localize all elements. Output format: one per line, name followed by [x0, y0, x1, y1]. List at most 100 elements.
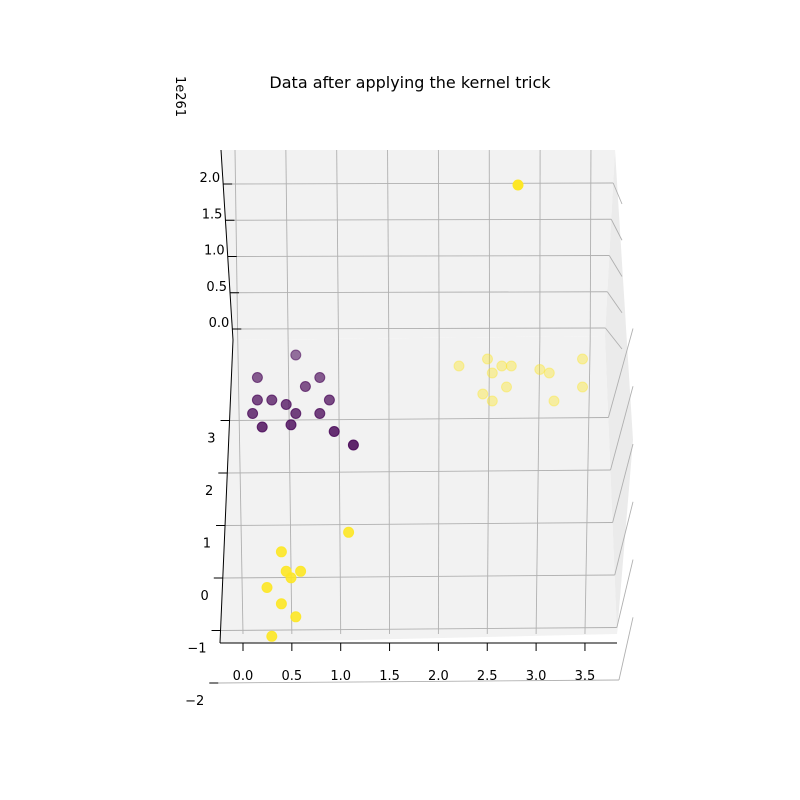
y-gridline-side — [618, 617, 634, 681]
data-point-class-0 — [256, 421, 268, 433]
y-gridline — [220, 627, 617, 631]
data-point-class-0 — [328, 426, 340, 437]
data-point-class-1 — [534, 364, 546, 375]
x-gridline-floor — [338, 339, 342, 635]
x-tick-label: 0.5 — [282, 669, 303, 684]
tick-labels: 0.0 0.5 1.0 1.5 2.0 2.5 3.0 3.5 −2 −1 0 1 2 3 0.0 0.5 1.… — [185, 171, 595, 709]
y-gridline — [218, 679, 619, 684]
y-tick-label: 2 — [205, 484, 213, 499]
data-point-class-1 — [275, 598, 287, 610]
data-point-class-1 — [486, 367, 498, 379]
data-point-class-1 — [261, 582, 273, 593]
z-tick-label: 1.0 — [204, 244, 225, 259]
y-gridline-side — [612, 443, 634, 523]
data-point-class-0 — [251, 372, 263, 383]
y-tick-label: 1 — [203, 537, 211, 552]
x-gridline-floor — [437, 339, 440, 635]
axes — [219, 149, 617, 644]
z-gridline — [227, 255, 610, 257]
data-point-class-1 — [548, 395, 560, 407]
x-tick-label: 3.0 — [526, 669, 547, 684]
back-pane — [221, 150, 615, 340]
data-point-class-1 — [482, 353, 493, 365]
data-point-class-1 — [512, 179, 524, 191]
y-gridline — [225, 522, 613, 526]
x-tick-label: 1.0 — [330, 669, 351, 684]
z-gridline-side — [606, 291, 623, 314]
x-tick-label: 1.5 — [379, 669, 400, 684]
data-point-class-0 — [285, 419, 297, 431]
gridlines — [218, 149, 634, 684]
z-axis-line — [220, 149, 234, 341]
x-tick-label: 3.5 — [575, 669, 596, 684]
data-point-class-0 — [280, 399, 292, 410]
x-gridline-floor — [486, 339, 490, 635]
z-tick-label: 0.5 — [206, 280, 227, 295]
data-point-class-0 — [299, 381, 311, 392]
y-tick-label: −1 — [187, 642, 206, 657]
data-point-class-1 — [266, 630, 278, 642]
data-point-class-0 — [314, 408, 326, 419]
z-tick-label: 1.5 — [202, 207, 223, 222]
y-gridline-side — [616, 559, 634, 628]
data-point-class-0 — [251, 394, 263, 406]
x-gridline-floor — [535, 339, 541, 635]
x-gridline-wall — [285, 149, 289, 341]
y-gridline — [227, 469, 611, 474]
x-gridline-wall — [336, 149, 339, 341]
z-gridline-side — [608, 255, 623, 277]
data-point-class-1 — [285, 572, 297, 584]
data-point-class-1 — [505, 360, 517, 372]
data-point-class-0 — [247, 408, 259, 419]
x-gridline-wall — [589, 149, 592, 341]
x-tick-label: 2.0 — [428, 669, 449, 684]
x-tick-label: 2.5 — [477, 669, 498, 684]
offset-label: 1e261 — [172, 76, 187, 117]
z-gridline-side — [610, 219, 623, 241]
data-point-class-1 — [486, 395, 498, 407]
data-point-class-1 — [577, 353, 588, 365]
y-tick-label: −2 — [185, 694, 204, 709]
x-tick-label: 0.0 — [233, 669, 254, 684]
data-point-class-1 — [453, 360, 465, 372]
x-gridline-floor — [287, 339, 293, 635]
data-point-class-0 — [266, 394, 278, 406]
data-point-class-0 — [323, 394, 335, 406]
data-point-class-0 — [290, 408, 302, 419]
z-gridline-side — [605, 327, 623, 350]
z-gridline — [232, 327, 606, 330]
data-point-class-0 — [314, 372, 326, 383]
z-tick-label: 0.0 — [209, 316, 230, 331]
x-gridline-wall — [234, 149, 239, 341]
y-tick-label: 3 — [207, 432, 215, 447]
z-gridline-side — [612, 182, 623, 205]
y-gridline-side — [614, 501, 634, 576]
y-axis-line — [219, 339, 234, 644]
x-gridline-floor — [388, 339, 390, 635]
data-point-class-0 — [347, 439, 359, 451]
data-point-class-0 — [290, 349, 302, 361]
y-tick-label: 0 — [201, 589, 209, 604]
x-gridline-floor — [237, 339, 244, 635]
data-point-class-1 — [295, 565, 307, 577]
z-gridline — [223, 182, 614, 185]
side-pane — [605, 150, 633, 634]
data-point-class-1 — [501, 381, 512, 393]
data-point-class-1 — [343, 526, 355, 538]
data-point-class-1 — [577, 381, 588, 393]
data-point-class-1 — [275, 546, 287, 558]
x-gridline-wall — [437, 149, 440, 341]
z-tick-label: 2.0 — [199, 171, 220, 186]
x-gridline-wall — [387, 149, 390, 341]
z-gridline — [230, 291, 608, 294]
data-point-class-1 — [477, 388, 489, 400]
y-gridline-side — [607, 328, 634, 418]
y-gridline-side — [610, 386, 634, 471]
data-point-class-1 — [496, 360, 508, 372]
scatter-points — [247, 179, 588, 642]
data-point-class-1 — [543, 367, 555, 379]
data-point-class-1 — [290, 611, 302, 623]
floor-pane — [220, 336, 617, 643]
z-gridline — [225, 218, 612, 221]
